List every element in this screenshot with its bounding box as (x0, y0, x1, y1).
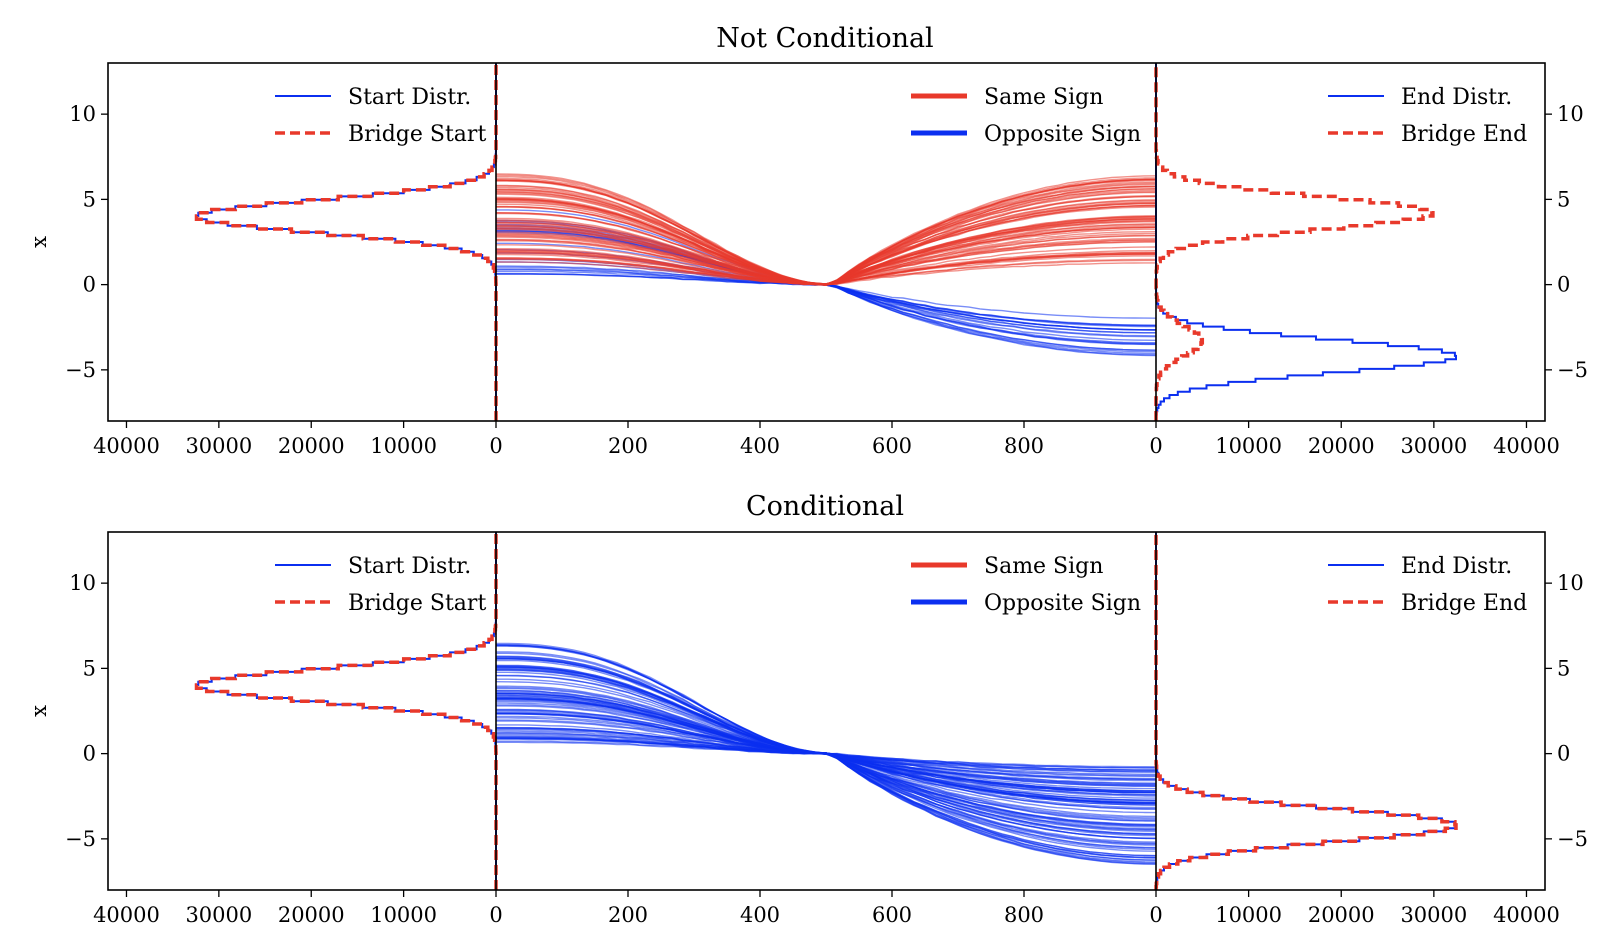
x-tick-label: 0 (1149, 434, 1162, 458)
x-tick-label: 30000 (185, 434, 252, 458)
legend-label: Bridge End (1401, 591, 1527, 616)
x-tick-label: 30000 (1400, 434, 1467, 458)
panel-title: Conditional (746, 491, 904, 522)
x-tick-label: 40000 (93, 434, 160, 458)
paths-group (495, 173, 1157, 357)
x-tick-label: 600 (872, 903, 912, 927)
y-tick-label: 10 (69, 571, 96, 595)
x-tick-label: 20000 (1308, 434, 1375, 458)
x-tick-label: 0 (489, 434, 502, 458)
x-tick-label: 10000 (1215, 434, 1282, 458)
y-tick-label: 0 (1557, 742, 1570, 766)
opposite-sign-path (496, 737, 1157, 822)
y-axis-label: x (27, 705, 51, 717)
y-tick-label: 0 (83, 742, 96, 766)
y-tick-label: 10 (1557, 102, 1584, 126)
x-tick-label: 40000 (1493, 903, 1560, 927)
y-tick-label: 5 (1557, 656, 1570, 680)
legend-label: Opposite Sign (984, 591, 1141, 616)
legend-label: End Distr. (1401, 554, 1512, 579)
legend-label: End Distr. (1401, 85, 1512, 110)
opposite-sign-path (496, 735, 1156, 794)
legend-label: Bridge Start (348, 591, 486, 616)
opposite-sign-path (496, 270, 1156, 328)
y-tick-label: 10 (69, 102, 96, 126)
y-tick-label: 10 (1557, 571, 1584, 595)
plot-layer: −5 −5 0 0 5 5 10 10 x 40000 30000 20000 10000 0 200 400… (27, 62, 1588, 458)
legend-label: Same Sign (984, 554, 1103, 579)
x-tick-label: 10000 (1215, 903, 1282, 927)
x-tick-label: 600 (872, 434, 912, 458)
x-tick-label: 0 (1149, 903, 1162, 927)
x-tick-label: 200 (608, 903, 648, 927)
hist-step-dashed (1154, 63, 1435, 421)
hist-step-solid (195, 532, 497, 890)
legend-label: Bridge End (1401, 122, 1527, 147)
plot-layer: −5 −5 0 0 5 5 10 10 x 40000 30000 20000 10000 0 200 400… (27, 531, 1588, 927)
x-tick-label: 40000 (1493, 434, 1560, 458)
hist-step-solid (1155, 532, 1457, 890)
opposite-sign-path (496, 736, 1157, 787)
opposite-sign-path (496, 693, 1157, 827)
right-hist-group (1154, 532, 1458, 890)
legend-label: Same Sign (984, 85, 1103, 110)
x-tick-label: 800 (1004, 903, 1044, 927)
paths-group (495, 642, 1157, 865)
x-tick-label: 20000 (1308, 903, 1375, 927)
opposite-sign-path (496, 658, 1157, 822)
y-tick-label: 5 (83, 187, 96, 211)
y-tick-label: −5 (1557, 827, 1588, 851)
hist-step-dashed (194, 532, 498, 890)
legend-label: Start Distr. (348, 85, 471, 110)
x-tick-label: 10000 (370, 434, 437, 458)
x-tick-label: 0 (489, 903, 502, 927)
x-tick-label: 30000 (1400, 903, 1467, 927)
y-tick-label: 5 (1557, 187, 1570, 211)
x-tick-label: 200 (608, 434, 648, 458)
hist-step-dashed (194, 63, 498, 421)
x-tick-label: 10000 (370, 903, 437, 927)
x-tick-label: 400 (740, 434, 780, 458)
x-tick-label: 20000 (278, 434, 345, 458)
axes-frame (107, 62, 1546, 422)
same-sign-path (495, 180, 1157, 286)
left-hist-group (194, 532, 498, 890)
axes-frame (107, 531, 1546, 891)
y-tick-label: 5 (83, 656, 96, 680)
x-tick-label: 400 (740, 903, 780, 927)
panel-title: Not Conditional (716, 23, 933, 54)
x-tick-label: 800 (1004, 434, 1044, 458)
y-tick-label: −5 (65, 358, 96, 382)
x-tick-label: 40000 (93, 903, 160, 927)
legend-label: Bridge Start (348, 122, 486, 147)
hist-step-dashed (1154, 532, 1458, 890)
x-tick-label: 30000 (185, 903, 252, 927)
y-tick-label: 0 (83, 273, 96, 297)
right-hist-group (1154, 63, 1457, 421)
y-tick-label: −5 (65, 827, 96, 851)
legend-label: Start Distr. (348, 554, 471, 579)
y-axis-label: x (27, 236, 51, 248)
hist-step-solid (195, 63, 497, 421)
y-tick-label: 0 (1557, 273, 1570, 297)
legend-label: Opposite Sign (984, 122, 1141, 147)
x-tick-label: 20000 (278, 903, 345, 927)
left-hist-group (194, 63, 498, 421)
y-tick-label: −5 (1557, 358, 1588, 382)
opposite-sign-path (496, 227, 1157, 357)
